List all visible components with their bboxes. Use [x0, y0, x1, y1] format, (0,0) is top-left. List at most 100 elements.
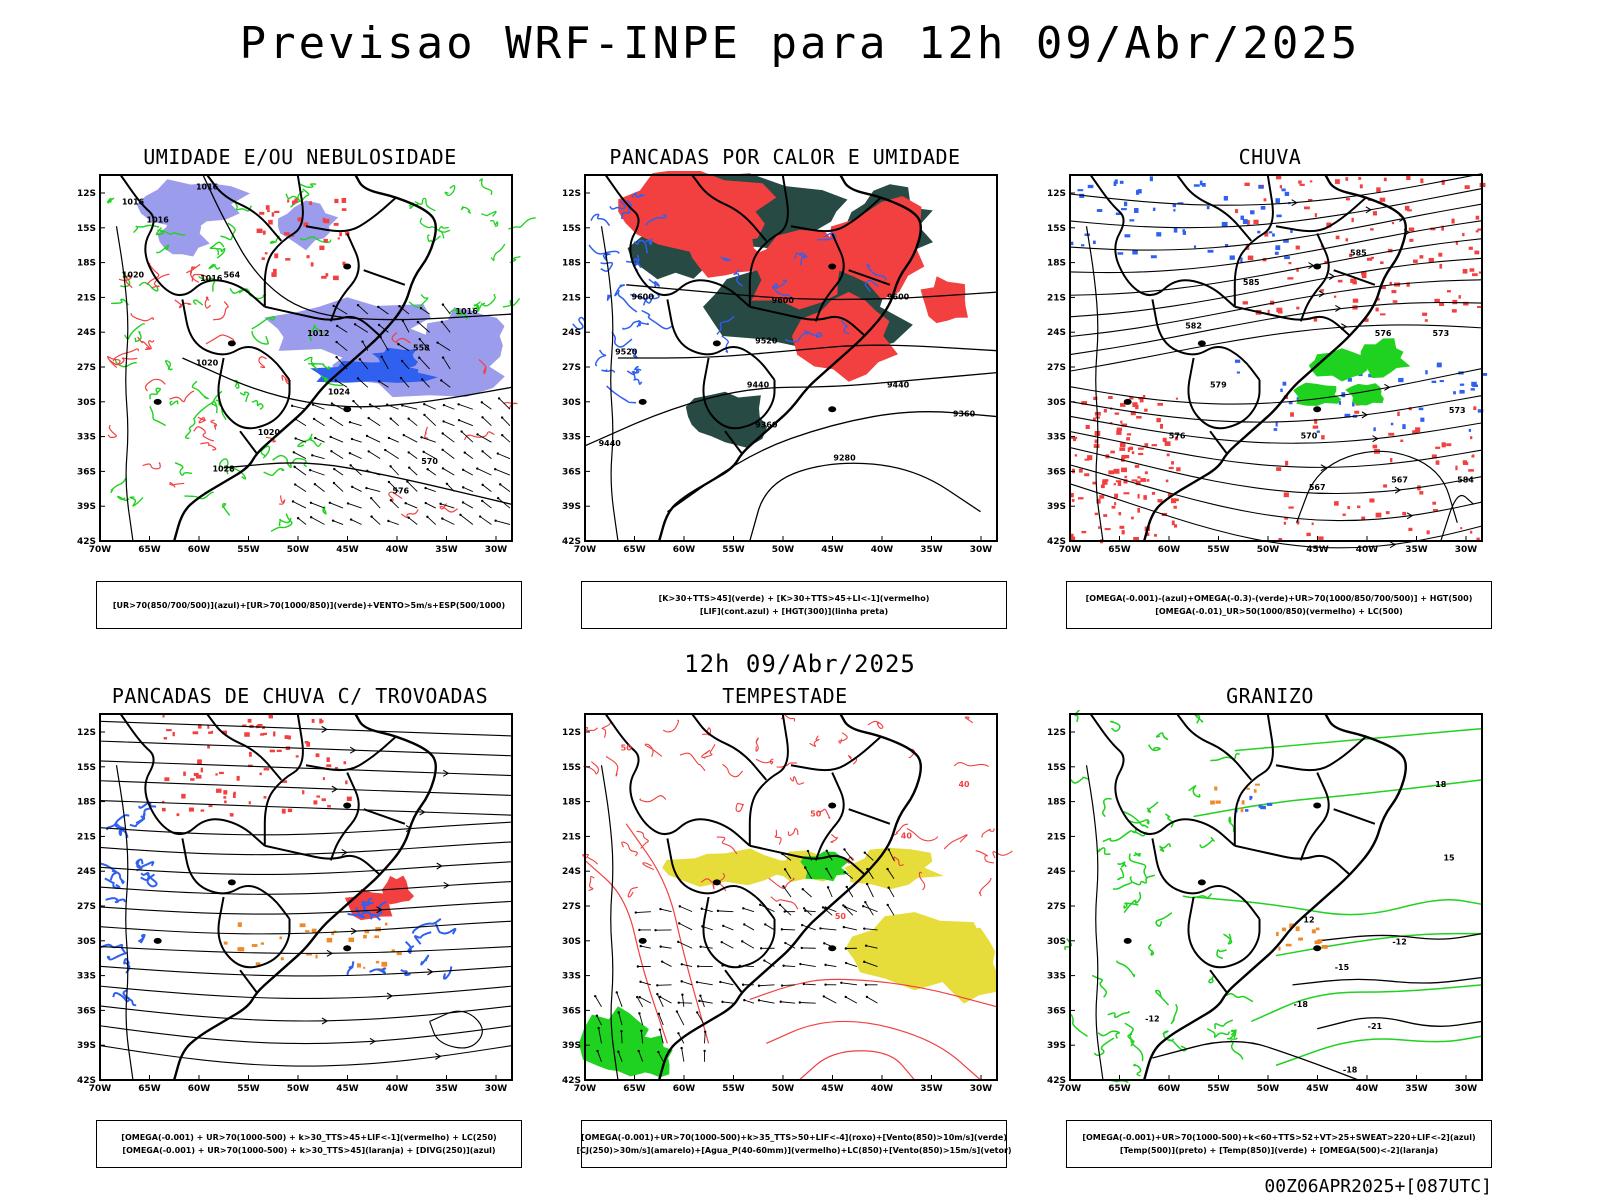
geography: [1085, 174, 1407, 542]
omega-blue-front-speck: [1436, 362, 1442, 368]
rain-red-north-speck: [1392, 300, 1398, 303]
contour-label: 1016: [196, 183, 219, 192]
omega-blue-speck: [1134, 207, 1139, 213]
omega500-orange-speck: [1298, 937, 1303, 941]
wind-vectors-head: [441, 467, 445, 470]
wind-vectors-head: [758, 903, 762, 906]
wind-vectors-head: [387, 519, 390, 523]
omega500-orange-speck: [1289, 923, 1295, 928]
contour-label: 50: [835, 912, 847, 921]
lif-contours-line: [641, 309, 674, 330]
contour-label: 585: [1243, 278, 1260, 287]
lif-contours-line: [630, 347, 638, 359]
contour-label: 1016: [147, 216, 170, 225]
wind-vectors-shaft: [802, 924, 816, 931]
rain-red-north-speck: [1451, 309, 1457, 313]
wind-vectors-front-head: [866, 867, 869, 871]
legend-line: [Temp(500)](preto) + [Temp(850)](verde) …: [1119, 1146, 1439, 1155]
thickness-red-speck: [321, 275, 327, 279]
wind-vectors-head: [639, 980, 642, 983]
wind-vectors-shaft: [385, 449, 399, 460]
lon-tick-label: 35W: [435, 545, 458, 555]
omega500-orange-speck: [1311, 929, 1316, 934]
thickness-red-speck: [339, 232, 342, 237]
wind-vectors-head: [330, 402, 334, 405]
thickness-red-east-line: [439, 503, 459, 513]
map-frame: [1069, 174, 1483, 542]
hgt500-lines-line: [1069, 483, 1483, 549]
temp850-green-line: [1228, 816, 1236, 833]
omega-blue-speck: [1201, 182, 1206, 187]
political-border: [1299, 233, 1330, 322]
political-border: [119, 174, 266, 308]
legend-line: [OMEGA(-0.001) + UR>70(1000-500) + k>30_…: [122, 1146, 496, 1155]
rain-red-north-speck: [1389, 281, 1392, 286]
wind-vectors-shaft: [866, 996, 878, 1004]
wind-vectors-head: [426, 515, 429, 519]
wind-vectors-shaft: [679, 922, 693, 931]
wind-vectors-head: [370, 515, 373, 518]
wind-vectors-north-head: [335, 340, 338, 344]
wind-vectors-shaft: [421, 436, 436, 443]
wind-vectors-head: [445, 482, 449, 486]
panel-title: UMIDADE E/OU NEBULOSIDADE: [143, 145, 457, 169]
wind-vectors-head: [656, 984, 659, 987]
wind-vectors-north-head: [418, 338, 421, 341]
contour-label: 567: [1391, 475, 1408, 484]
coastline: [173, 713, 437, 1081]
thickness-red-speck: [333, 275, 339, 281]
panel-title: CHUVA: [1238, 145, 1302, 169]
lat-tick-label: 21S: [1047, 832, 1066, 842]
wind-vectors-shaft: [330, 436, 344, 443]
temp850-green-line: [1159, 843, 1172, 852]
omega-blue-speck: [1193, 245, 1197, 249]
omega-blue-speck: [1156, 232, 1162, 237]
wind-vectors-shaft: [479, 516, 492, 525]
rain-red-west-speck: [1116, 427, 1123, 431]
wind-vectors-front-head: [806, 849, 810, 853]
rain-red-south-speck: [1441, 442, 1446, 448]
contour-label: -12: [1392, 938, 1406, 947]
political-border: [666, 299, 776, 381]
wind-vectors-shaft: [499, 484, 511, 492]
rain-red-west-speck: [1113, 468, 1120, 474]
wind-vectors-front-head: [825, 867, 828, 871]
wind-vectors-head: [311, 454, 314, 457]
thickness-red-east-line: [388, 491, 403, 503]
lif-contours-central-line: [773, 279, 788, 290]
wind-vectors-shaft: [388, 437, 399, 443]
humidity-lower-east-line: [408, 294, 429, 308]
hgt500-lines-line: [1069, 430, 1483, 468]
wind-vectors-shaft: [460, 514, 474, 525]
lat-tick-label: 42S: [562, 1076, 581, 1086]
rain-red-west-speck: [1074, 454, 1078, 457]
rain-red-south-speck: [1419, 491, 1424, 495]
thickness-red-west-line: [205, 334, 235, 346]
rain-red-south-speck: [1468, 469, 1474, 472]
humidity-lower-line: [193, 390, 223, 419]
wind-vectors-head: [680, 980, 683, 983]
rain-red-west-speck: [1166, 453, 1170, 457]
wind-vectors-south-shaft: [658, 1013, 664, 1026]
thickness-red-west-line: [137, 336, 151, 350]
omega500-orange-north-speck: [1254, 783, 1260, 786]
wind-vectors-shaft: [427, 516, 437, 525]
temp850-green-line: [1148, 943, 1155, 956]
omega-blue-speck: [1177, 202, 1184, 205]
humidity-upper-patch: [425, 307, 505, 368]
wind-vectors-north: [332, 303, 451, 388]
rain-red-west-speck: [1173, 505, 1177, 509]
wind-vectors-shaft: [481, 500, 492, 509]
humidity-lower-line: [211, 400, 218, 414]
rain-red-north-speck: [1361, 271, 1367, 276]
temp850-lines-line: [1275, 1035, 1483, 1067]
lat-tick-label: 36S: [562, 467, 581, 477]
political-border: [749, 305, 866, 337]
thickness-red-speck: [285, 258, 291, 261]
divergence-blue-front-line: [400, 968, 411, 977]
omega-blue-front-speck: [1468, 428, 1472, 432]
jet-yellow-patch: [662, 848, 781, 887]
lon-tick-label: 45W: [336, 545, 359, 555]
wind-vectors-head: [865, 995, 869, 999]
divergence-blue-front-line: [413, 931, 432, 945]
